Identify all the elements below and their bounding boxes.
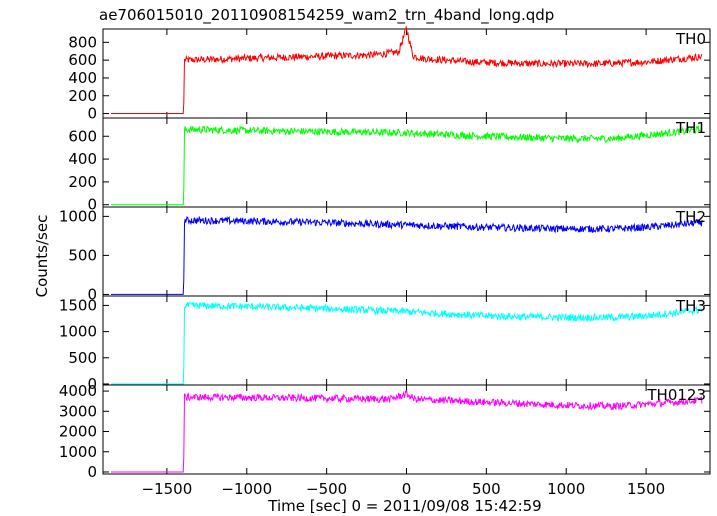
y-tick-label: 0 — [87, 105, 97, 123]
y-tick-label: 800 — [68, 33, 97, 51]
x-axis-label: Time [sec] 0 = 2011/09/08 15:42:59 — [267, 497, 541, 515]
y-tick-label: 2000 — [59, 423, 97, 441]
series-line-th2 — [111, 215, 703, 295]
y-tick-label: 600 — [68, 51, 97, 69]
y-tick-label: 400 — [68, 69, 97, 87]
x-tick-label: −1500 — [142, 480, 193, 498]
panel-th1: 0 200 400 600 TH1 — [68, 117, 711, 214]
x-axis-ticks: −1500 −1000 −500 0 500 1000 1500 — [142, 480, 666, 498]
y-tick-label: 0 — [87, 285, 97, 303]
series-line-th0123 — [111, 389, 703, 473]
y-tick-label: 200 — [68, 173, 97, 191]
x-tick-label: 1500 — [627, 480, 665, 498]
x-tick-label: 0 — [402, 480, 412, 498]
y-tick-label: 0 — [87, 463, 97, 481]
y-tick-label: 1000 — [59, 207, 97, 225]
panel-th2: 0 500 1000 TH2 — [59, 206, 711, 303]
y-tick-label: 1000 — [59, 443, 97, 461]
y-tick-label: 400 — [68, 150, 97, 168]
y-tick-label: 0 — [87, 375, 97, 393]
panel-frame — [102, 384, 711, 475]
y-tick-label: 1500 — [59, 296, 97, 314]
x-tick-label: 500 — [472, 480, 501, 498]
series-label-th3: TH3 — [675, 297, 706, 315]
y-tick-label: 600 — [68, 127, 97, 145]
y-tick-label: 4000 — [59, 382, 97, 400]
y-tick-label: 200 — [68, 87, 97, 105]
series-label-th1: TH1 — [675, 119, 706, 137]
y-tick-label: 3000 — [59, 402, 97, 420]
x-tick-label: −500 — [306, 480, 347, 498]
series-label-th2: TH2 — [675, 208, 706, 226]
series-line-th0 — [111, 25, 703, 114]
panel-th0123: 0 1000 2000 3000 4000 TH0123 — [59, 382, 711, 481]
series-label-th0: TH0 — [675, 30, 706, 48]
panel-frame — [102, 28, 711, 119]
y-tick-label: 500 — [68, 246, 97, 264]
x-tick-label: 1000 — [547, 480, 585, 498]
series-label-th0123: TH0123 — [646, 386, 706, 404]
y-tick-label: 500 — [68, 349, 97, 367]
y-tick-label: 0 — [87, 196, 97, 214]
y-tick-label: 1000 — [59, 323, 97, 341]
series-line-th3 — [111, 301, 703, 385]
x-tick-label: −1000 — [221, 480, 272, 498]
y-axis-label: Counts/sec — [33, 215, 51, 298]
panel-th3: 0 500 1000 1500 TH3 — [59, 295, 711, 393]
chart-title: ae706015010_20110908154259_wam2_trn_4ban… — [99, 6, 554, 25]
series-line-th1 — [111, 124, 703, 206]
